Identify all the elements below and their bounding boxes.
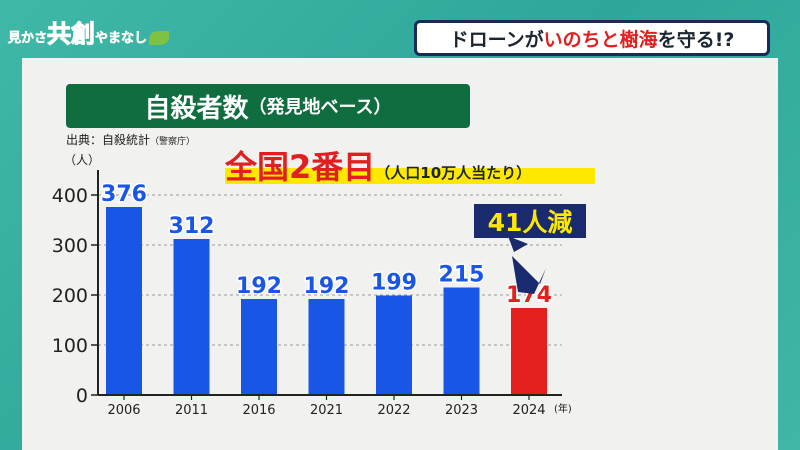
ranking-note: （人口10万人当たり） [375, 164, 532, 182]
y-tick-label: 200 [52, 285, 88, 307]
source-label: 出典：自殺統計 [66, 133, 151, 147]
bar [241, 299, 277, 395]
source-agency: （警察庁） [150, 137, 196, 147]
ranking-caption: 全国2番目（人口10万人当たり） [225, 142, 595, 188]
data-label: 192 [236, 274, 282, 299]
y-axis-label: （人） [64, 153, 100, 167]
x-tick-label: 2022 [377, 403, 410, 418]
logo-text-1: 見かさ [8, 31, 48, 47]
data-label: 192 [304, 274, 350, 299]
title-main: 自殺者数 [144, 93, 249, 124]
bar [376, 295, 412, 395]
program-logo: 見かさ共創やまなし [8, 14, 198, 56]
data-label: 312 [169, 214, 215, 239]
logo-text-main: 共創 [47, 20, 96, 49]
leaf-icon [149, 30, 170, 45]
topic-text-2: いのちと樹海 [543, 28, 658, 51]
bar [173, 239, 210, 395]
data-label: 215 [439, 263, 485, 288]
x-tick-label: 2021 [310, 403, 343, 418]
chart-title: 自殺者数 （発見地ベース） [66, 84, 470, 128]
topic-banner: ドローンが いのちと樹海 を守る!? [414, 20, 770, 56]
topic-text-3: を守る!? [657, 28, 735, 51]
y-tick-label: 400 [52, 185, 88, 207]
bar [308, 299, 345, 395]
x-tick-label: 2006 [107, 403, 140, 418]
title-sub: （発見地ベース） [248, 97, 392, 118]
y-tick-label: 0 [76, 385, 88, 407]
ranking-highlight [225, 168, 595, 184]
data-label: 376 [101, 182, 147, 207]
x-axis-unit: (年) [554, 402, 572, 415]
decrease-callout: 41人減 [474, 204, 586, 238]
y-tick-label: 100 [52, 335, 88, 357]
bar [443, 287, 480, 395]
ranking-main: 全国2番目 [225, 148, 376, 186]
bar [511, 308, 547, 395]
topic-text-1: ドローンが [449, 28, 544, 51]
ranking-text: 全国2番目（人口10万人当たり） [225, 142, 531, 188]
source-note: 出典：自殺統計（警察庁） [66, 131, 195, 148]
x-tick-label: 2011 [175, 403, 208, 418]
data-label: 199 [371, 271, 417, 296]
logo-text-2: やまなし [95, 31, 148, 47]
x-tick-label: 2024 [512, 403, 545, 418]
x-tick-label: 2016 [242, 403, 275, 418]
y-tick-label: 300 [52, 235, 88, 257]
callout-arrow [508, 236, 546, 294]
bar [106, 207, 142, 395]
x-tick-label: 2023 [445, 403, 478, 418]
